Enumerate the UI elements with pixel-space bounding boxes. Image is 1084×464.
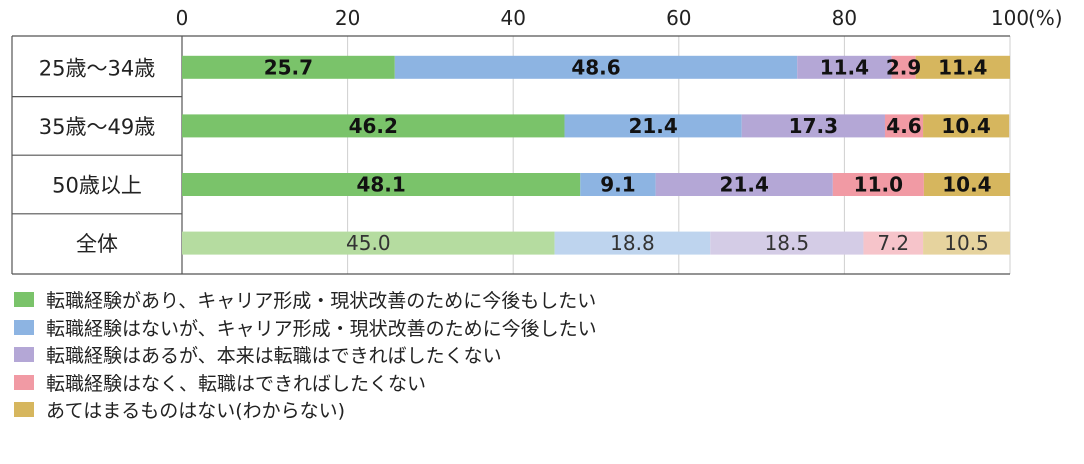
bar-segment	[580, 173, 656, 196]
legend-label: 転職経験があり、キャリア形成・現状改善のために今後もしたい	[46, 290, 597, 313]
bar-segment	[394, 55, 798, 79]
value-label: 48.6	[571, 55, 620, 79]
x-tick-label: 20	[335, 6, 360, 30]
value-label: 48.1	[356, 173, 405, 197]
value-label: 10.4	[942, 173, 991, 197]
x-tick-label: 80	[832, 6, 857, 30]
legend-swatch	[14, 292, 34, 308]
value-label: 18.8	[610, 231, 655, 255]
legend-swatch	[14, 374, 34, 390]
value-label: 45.0	[346, 231, 391, 255]
x-tick-label: 0	[176, 6, 189, 30]
x-tick-label: 60	[666, 6, 691, 30]
bars	[182, 55, 1010, 255]
category-label: 50歳以上	[52, 174, 142, 198]
bar-segment	[923, 114, 1010, 138]
value-label: 17.3	[789, 114, 838, 138]
x-unit-label: (%)	[1028, 6, 1063, 30]
value-label: 21.4	[720, 173, 769, 197]
value-label: 2.9	[886, 55, 921, 79]
value-label: 10.4	[941, 114, 990, 138]
value-label: 18.5	[765, 231, 810, 255]
bar-segment	[554, 231, 711, 255]
value-label: 7.2	[877, 231, 909, 255]
bar-segment	[741, 114, 885, 138]
legend-item: あてはまるものはない(わからない)	[14, 396, 597, 424]
category-label: 全体	[76, 232, 118, 256]
value-label: 11.4	[938, 55, 987, 79]
value-label: 10.5	[944, 231, 989, 255]
legend-item: 転職経験があり、キャリア形成・現状改善のために今後もしたい	[14, 286, 597, 314]
legend-label: 転職経験はあるが、本来は転職はできればしたくない	[46, 345, 502, 368]
x-tick-label: 100	[991, 6, 1029, 30]
bar-segment	[564, 114, 742, 138]
bar-segment	[891, 55, 916, 79]
bar-segment	[182, 231, 555, 255]
bar-segment	[182, 55, 395, 79]
value-label: 46.2	[349, 114, 398, 138]
bar-segment	[915, 55, 1010, 79]
value-labels: 25.7 48.6 11.4 2.9 11.4 46.2 21.4 17.3 4.6 10.4 48…	[264, 55, 992, 255]
bar-segment	[710, 231, 864, 255]
chart-legend: 転職経験があり、キャリア形成・現状改善のために今後もしたい 転職経験はないが、キャ…	[14, 286, 597, 424]
value-label: 11.4	[820, 55, 869, 79]
legend-swatch	[14, 402, 34, 418]
legend-label: 転職経験はなく、転職はできればしたくない	[46, 372, 427, 395]
category-label: 25歳〜34歳	[39, 56, 155, 80]
bar-segment	[923, 173, 1010, 196]
legend-label: あてはまるものはない(わからない)	[46, 400, 346, 423]
legend-swatch	[14, 319, 34, 335]
legend-item: 転職経験はないが、キャリア形成・現状改善のために今後したい	[14, 314, 597, 342]
legend-item: 転職経験はなく、転職はできればしたくない	[14, 369, 597, 397]
bar-segment	[863, 231, 924, 255]
value-label: 11.0	[854, 173, 903, 197]
bar-segment	[923, 231, 1010, 255]
legend-item: 転職経験はあるが、本来は転職はできればしたくない	[14, 341, 597, 369]
value-label: 4.6	[886, 114, 921, 138]
legend-swatch	[14, 347, 34, 363]
bar-segment	[182, 173, 581, 196]
bar-segment	[797, 55, 892, 79]
axis-ticks: 0 20 40 60 80 100(%)	[11, 6, 1063, 275]
legend-label: 転職経験はないが、キャリア形成・現状改善のために今後したい	[46, 317, 597, 340]
bar-segment	[884, 114, 924, 138]
bar-segment	[182, 114, 565, 138]
value-label: 21.4	[628, 114, 677, 138]
category-label: 35歳〜49歳	[39, 115, 155, 139]
bar-segment	[832, 173, 924, 196]
bar-segment	[655, 173, 833, 196]
stacked-bar-chart: 0 20 40 60 80 100(%) 25.7 48.6 11.4 2.9 11.446.2 2…	[11, 6, 1063, 275]
x-tick-label: 40	[500, 6, 525, 30]
value-label: 25.7	[264, 55, 313, 79]
value-label: 9.1	[600, 173, 635, 197]
